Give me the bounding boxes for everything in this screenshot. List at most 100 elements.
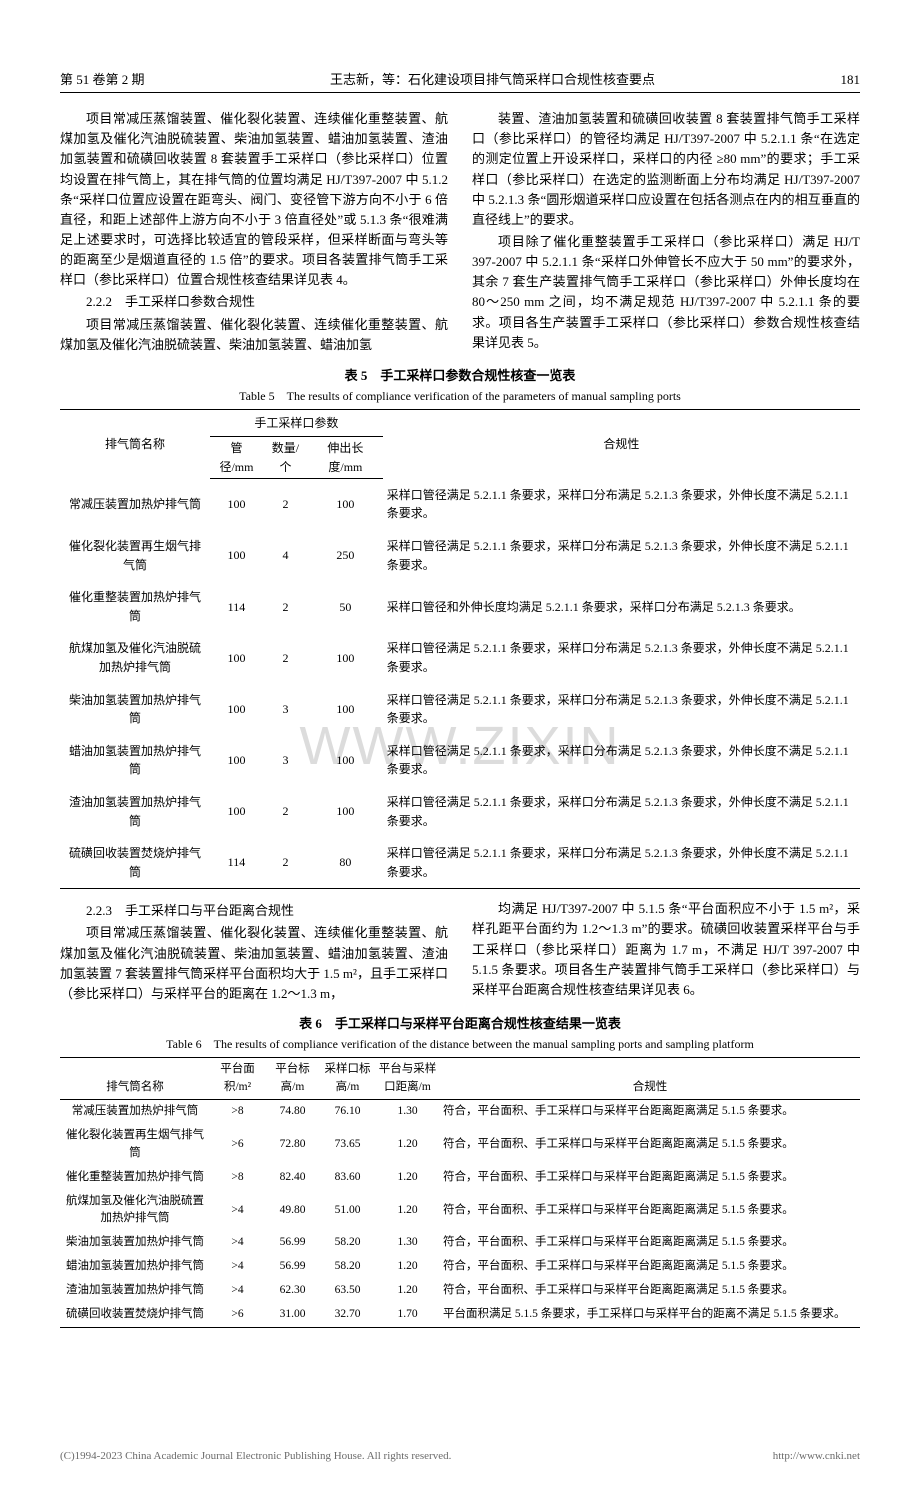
cell-d: 1.20 (375, 1124, 440, 1166)
table-row: 催化裂化装置再生烟气排气筒>672.8073.651.20符合，平台面积、手工采… (60, 1124, 860, 1166)
cell-s: 32.70 (320, 1303, 375, 1327)
para-1: 项目常减压蒸馏装置、催化裂化装置、连续催化重整装置、航煤加氢及催化汽油脱硫装置、… (60, 109, 448, 290)
cell-comp: 符合，平台面积、手工采样口与采样平台距离距离满足 5.1.5 条要求。 (440, 1190, 860, 1232)
cell-s: 63.50 (320, 1279, 375, 1303)
table5-caption-en: Table 5 The results of compliance verifi… (60, 387, 860, 406)
cell-d: 1.30 (375, 1100, 440, 1124)
cell-comp: 采样口管径满足 5.2.1.1 条要求，采样口分布满足 5.2.1.3 条要求，… (383, 837, 860, 889)
cell-d: 114 (210, 837, 263, 889)
cell-name: 催化重整装置加热炉排气筒 (60, 1166, 210, 1190)
top-text-block: 项目常减压蒸馏装置、催化裂化装置、连续催化重整装置、航煤加氢及催化汽油脱硫装置、… (60, 109, 860, 356)
table6-caption-zh: 表 6 手工采样口与采样平台距离合规性核查结果一览表 (60, 1014, 860, 1034)
cell-h: 56.99 (265, 1231, 320, 1255)
footer-right: http://www.cnki.net (773, 1448, 860, 1465)
mid-text-block: 2.2.3 手工采样口与平台距离合规性 项目常减压蒸馏装置、催化裂化装置、连续催… (60, 899, 860, 1004)
cell-name: 渣油加氢装置加热炉排气筒 (60, 786, 210, 837)
cell-d: 1.20 (375, 1190, 440, 1232)
cell-d: 100 (210, 632, 263, 683)
table-row: 渣油加氢装置加热炉排气筒>462.3063.501.20符合，平台面积、手工采样… (60, 1279, 860, 1303)
table-row: 催化裂化装置再生烟气排气筒1004250采样口管径满足 5.2.1.1 条要求，… (60, 530, 860, 581)
cell-comp: 采样口管径满足 5.2.1.1 条要求，采样口分布满足 5.2.1.3 条要求，… (383, 479, 860, 530)
cell-a: >4 (210, 1190, 265, 1232)
cell-d: 100 (210, 479, 263, 530)
cell-h: 74.80 (265, 1100, 320, 1124)
t6-h-comp: 合规性 (440, 1057, 860, 1100)
cell-s: 73.65 (320, 1124, 375, 1166)
para-4: 项目除了催化重整装置手工采样口（参比采样口）满足 HJ/T 397-2007 中… (472, 232, 860, 353)
para-2: 项目常减压蒸馏装置、催化裂化装置、连续催化重整装置、航煤加氢及催化汽油脱硫装置、… (60, 315, 448, 355)
table6: 排气筒名称 平台面积/m² 平台标高/m 采样口标高/m 平台与采样口距离/m … (60, 1057, 860, 1328)
cell-n: 2 (263, 479, 308, 530)
cell-name: 渣油加氢装置加热炉排气筒 (60, 1279, 210, 1303)
cell-n: 3 (263, 735, 308, 786)
cell-l: 100 (308, 632, 383, 683)
t6-h-d: 平台与采样口距离/m (375, 1057, 440, 1100)
t5-h-group: 手工采样口参数 (210, 409, 383, 437)
cell-name: 柴油加氢装置加热炉排气筒 (60, 1231, 210, 1255)
cell-name: 柴油加氢装置加热炉排气筒 (60, 684, 210, 735)
t6-h-h: 平台标高/m (265, 1057, 320, 1100)
t5-h-comp: 合规性 (383, 409, 860, 479)
cell-d: 1.30 (375, 1231, 440, 1255)
cell-name: 硫磺回收装置焚烧炉排气筒 (60, 1303, 210, 1327)
cell-name: 催化裂化装置再生烟气排气筒 (60, 1124, 210, 1166)
t5-h-name: 排气筒名称 (60, 409, 210, 479)
table-row: 催化重整装置加热炉排气筒>882.4083.601.20符合，平台面积、手工采样… (60, 1166, 860, 1190)
page-header: 第 51 卷第 2 期 王志新，等：石化建设项目排气筒采样口合规性核查要点 18… (60, 70, 860, 93)
cell-comp: 符合，平台面积、手工采样口与采样平台距离距离满足 5.1.5 条要求。 (440, 1124, 860, 1166)
t5-h-n: 数量/个 (263, 437, 308, 479)
cell-n: 2 (263, 581, 308, 632)
cell-comp: 采样口管径满足 5.2.1.1 条要求，采样口分布满足 5.2.1.3 条要求，… (383, 735, 860, 786)
cell-a: >8 (210, 1166, 265, 1190)
cell-s: 51.00 (320, 1190, 375, 1232)
table-row: 常减压装置加热炉排气筒1002100采样口管径满足 5.2.1.1 条要求，采样… (60, 479, 860, 530)
table-row: 硫磺回收装置焚烧炉排气筒>631.0032.701.70平台面积满足 5.1.5… (60, 1303, 860, 1327)
cell-l: 100 (308, 684, 383, 735)
footer-left: (C)1994-2023 China Academic Journal Elec… (60, 1448, 451, 1465)
cell-h: 82.40 (265, 1166, 320, 1190)
cell-n: 2 (263, 837, 308, 889)
cell-comp: 采样口管径满足 5.2.1.1 条要求，采样口分布满足 5.2.1.3 条要求，… (383, 530, 860, 581)
cell-s: 76.10 (320, 1100, 375, 1124)
cell-h: 49.80 (265, 1190, 320, 1232)
header-right: 181 (841, 70, 861, 90)
cell-l: 50 (308, 581, 383, 632)
table5: 排气筒名称 手工采样口参数 合规性 管径/mm 数量/个 伸出长度/mm 常减压… (60, 409, 860, 890)
t5-h-l: 伸出长度/mm (308, 437, 383, 479)
cell-d: 1.20 (375, 1255, 440, 1279)
header-center: 王志新，等：石化建设项目排气筒采样口合规性核查要点 (330, 70, 655, 90)
para-3: 装置、渣油加氢装置和硫磺回收装置 8 套装置排气筒手工采样口（参比采样口）的管径… (472, 109, 860, 230)
cell-d: 1.20 (375, 1166, 440, 1190)
cell-d: 100 (210, 735, 263, 786)
para-5: 项目常减压蒸馏装置、催化裂化装置、连续催化重整装置、航煤加氢及催化汽油脱硫装置、… (60, 923, 448, 1004)
cell-n: 2 (263, 786, 308, 837)
cell-name: 航煤加氢及催化汽油脱硫加热炉排气筒 (60, 632, 210, 683)
table5-caption-zh: 表 5 手工采样口参数合规性核查一览表 (60, 366, 860, 386)
t5-h-d: 管径/mm (210, 437, 263, 479)
cell-comp: 采样口管径满足 5.2.1.1 条要求，采样口分布满足 5.2.1.3 条要求，… (383, 632, 860, 683)
cell-comp: 符合，平台面积、手工采样口与采样平台距离距离满足 5.1.5 条要求。 (440, 1231, 860, 1255)
cell-d: 100 (210, 684, 263, 735)
cell-n: 4 (263, 530, 308, 581)
cell-name: 蜡油加氢装置加热炉排气筒 (60, 1255, 210, 1279)
table-row: 柴油加氢装置加热炉排气筒1003100采样口管径满足 5.2.1.1 条要求，采… (60, 684, 860, 735)
page-footer: (C)1994-2023 China Academic Journal Elec… (60, 1448, 860, 1465)
cell-l: 100 (308, 735, 383, 786)
cell-l: 80 (308, 837, 383, 889)
cell-name: 蜡油加氢装置加热炉排气筒 (60, 735, 210, 786)
t6-h-name: 排气筒名称 (60, 1057, 210, 1100)
cell-name: 常减压装置加热炉排气筒 (60, 479, 210, 530)
cell-a: >6 (210, 1124, 265, 1166)
cell-a: >8 (210, 1100, 265, 1124)
cell-d: 100 (210, 530, 263, 581)
cell-name: 常减压装置加热炉排气筒 (60, 1100, 210, 1124)
table-row: 蜡油加氢装置加热炉排气筒>456.9958.201.20符合，平台面积、手工采样… (60, 1255, 860, 1279)
t6-h-s: 采样口标高/m (320, 1057, 375, 1100)
header-left: 第 51 卷第 2 期 (60, 70, 145, 90)
cell-l: 100 (308, 479, 383, 530)
cell-d: 114 (210, 581, 263, 632)
section-222: 2.2.2 手工采样口参数合规性 (60, 292, 448, 312)
cell-name: 硫磺回收装置焚烧炉排气筒 (60, 837, 210, 889)
cell-comp: 采样口管径和外伸长度均满足 5.2.1.1 条要求，采样口分布满足 5.2.1.… (383, 581, 860, 632)
table-row: 催化重整装置加热炉排气筒114250采样口管径和外伸长度均满足 5.2.1.1 … (60, 581, 860, 632)
